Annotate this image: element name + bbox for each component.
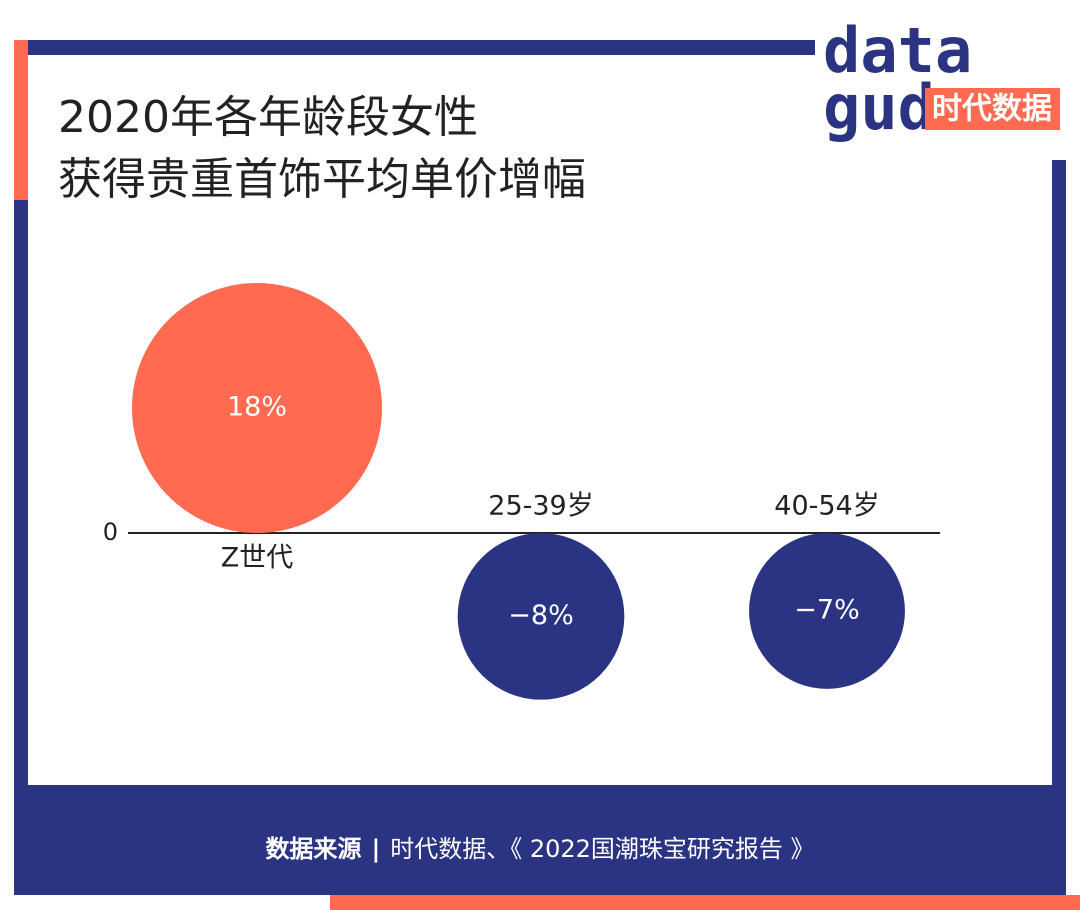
value-label: 18% bbox=[227, 392, 287, 423]
footer-label: 数据来源 bbox=[265, 835, 361, 863]
logo-badge bbox=[925, 88, 1060, 130]
footer-source: 时代数据、《 2022国潮珠宝研究报告 》 bbox=[390, 835, 814, 863]
value-label: −7% bbox=[794, 594, 859, 625]
accent-bar bbox=[14, 40, 28, 200]
category-label: 25-39岁 bbox=[488, 491, 593, 522]
logo-area bbox=[815, 0, 1080, 160]
chart-title: 获得贵重首饰平均单价增幅 bbox=[58, 154, 586, 205]
footer-separator: | bbox=[371, 835, 380, 863]
logo-brand: 时代数据 bbox=[932, 92, 1052, 127]
accent-strip bbox=[330, 895, 1080, 910]
logo-word: gud bbox=[823, 71, 935, 144]
y-tick-label: 0 bbox=[103, 518, 118, 546]
logo-word: data bbox=[823, 14, 972, 87]
footer: 数据来源 | 时代数据、《 2022国潮珠宝研究报告 》 bbox=[265, 835, 814, 863]
category-label: Z世代 bbox=[221, 543, 294, 574]
bubble bbox=[132, 283, 382, 533]
bubble bbox=[749, 533, 905, 689]
chart-title: 2020年各年龄段女性 bbox=[58, 92, 478, 143]
category-label: 40-54岁 bbox=[774, 491, 879, 522]
bubble bbox=[457, 533, 625, 700]
value-label: −8% bbox=[508, 600, 573, 631]
